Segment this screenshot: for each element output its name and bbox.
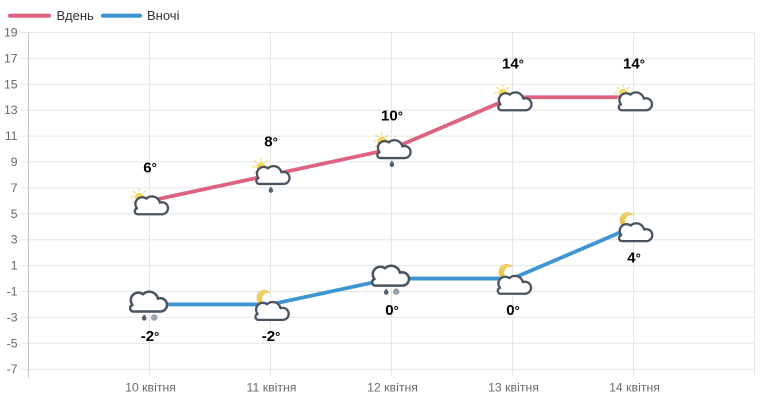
svg-text:1: 1 (11, 259, 18, 273)
svg-text:0°: 0° (506, 302, 520, 319)
svg-text:8°: 8° (264, 133, 278, 150)
svg-text:14 квітня: 14 квітня (609, 381, 660, 395)
svg-text:11: 11 (5, 129, 18, 143)
svg-text:19: 19 (4, 26, 18, 40)
svg-text:3: 3 (11, 233, 18, 247)
svg-text:13: 13 (4, 103, 18, 117)
svg-text:12 квітня: 12 квітня (367, 381, 418, 395)
svg-text:9: 9 (11, 155, 18, 169)
svg-text:-5: -5 (7, 336, 18, 350)
svg-text:Вдень: Вдень (57, 8, 95, 23)
svg-text:-3: -3 (7, 310, 18, 324)
svg-text:10°: 10° (381, 108, 403, 125)
svg-text:-7: -7 (7, 362, 18, 376)
svg-text:13 квітня: 13 квітня (488, 381, 539, 395)
svg-text:7: 7 (11, 181, 18, 195)
svg-text:Вночі: Вночі (147, 8, 180, 23)
svg-text:-2°: -2° (141, 328, 160, 345)
svg-text:-1: -1 (7, 285, 18, 299)
svg-text:5: 5 (11, 207, 18, 221)
svg-text:10 квітня: 10 квітня (125, 381, 176, 395)
svg-text:14°: 14° (502, 56, 524, 73)
svg-text:-2°: -2° (262, 328, 281, 345)
svg-text:6°: 6° (143, 159, 157, 176)
svg-text:17: 17 (4, 51, 18, 65)
svg-text:4°: 4° (627, 249, 641, 266)
svg-text:11 квітня: 11 квітня (247, 381, 297, 395)
svg-text:0°: 0° (385, 302, 399, 319)
svg-text:14°: 14° (623, 56, 645, 73)
svg-text:15: 15 (4, 77, 18, 91)
